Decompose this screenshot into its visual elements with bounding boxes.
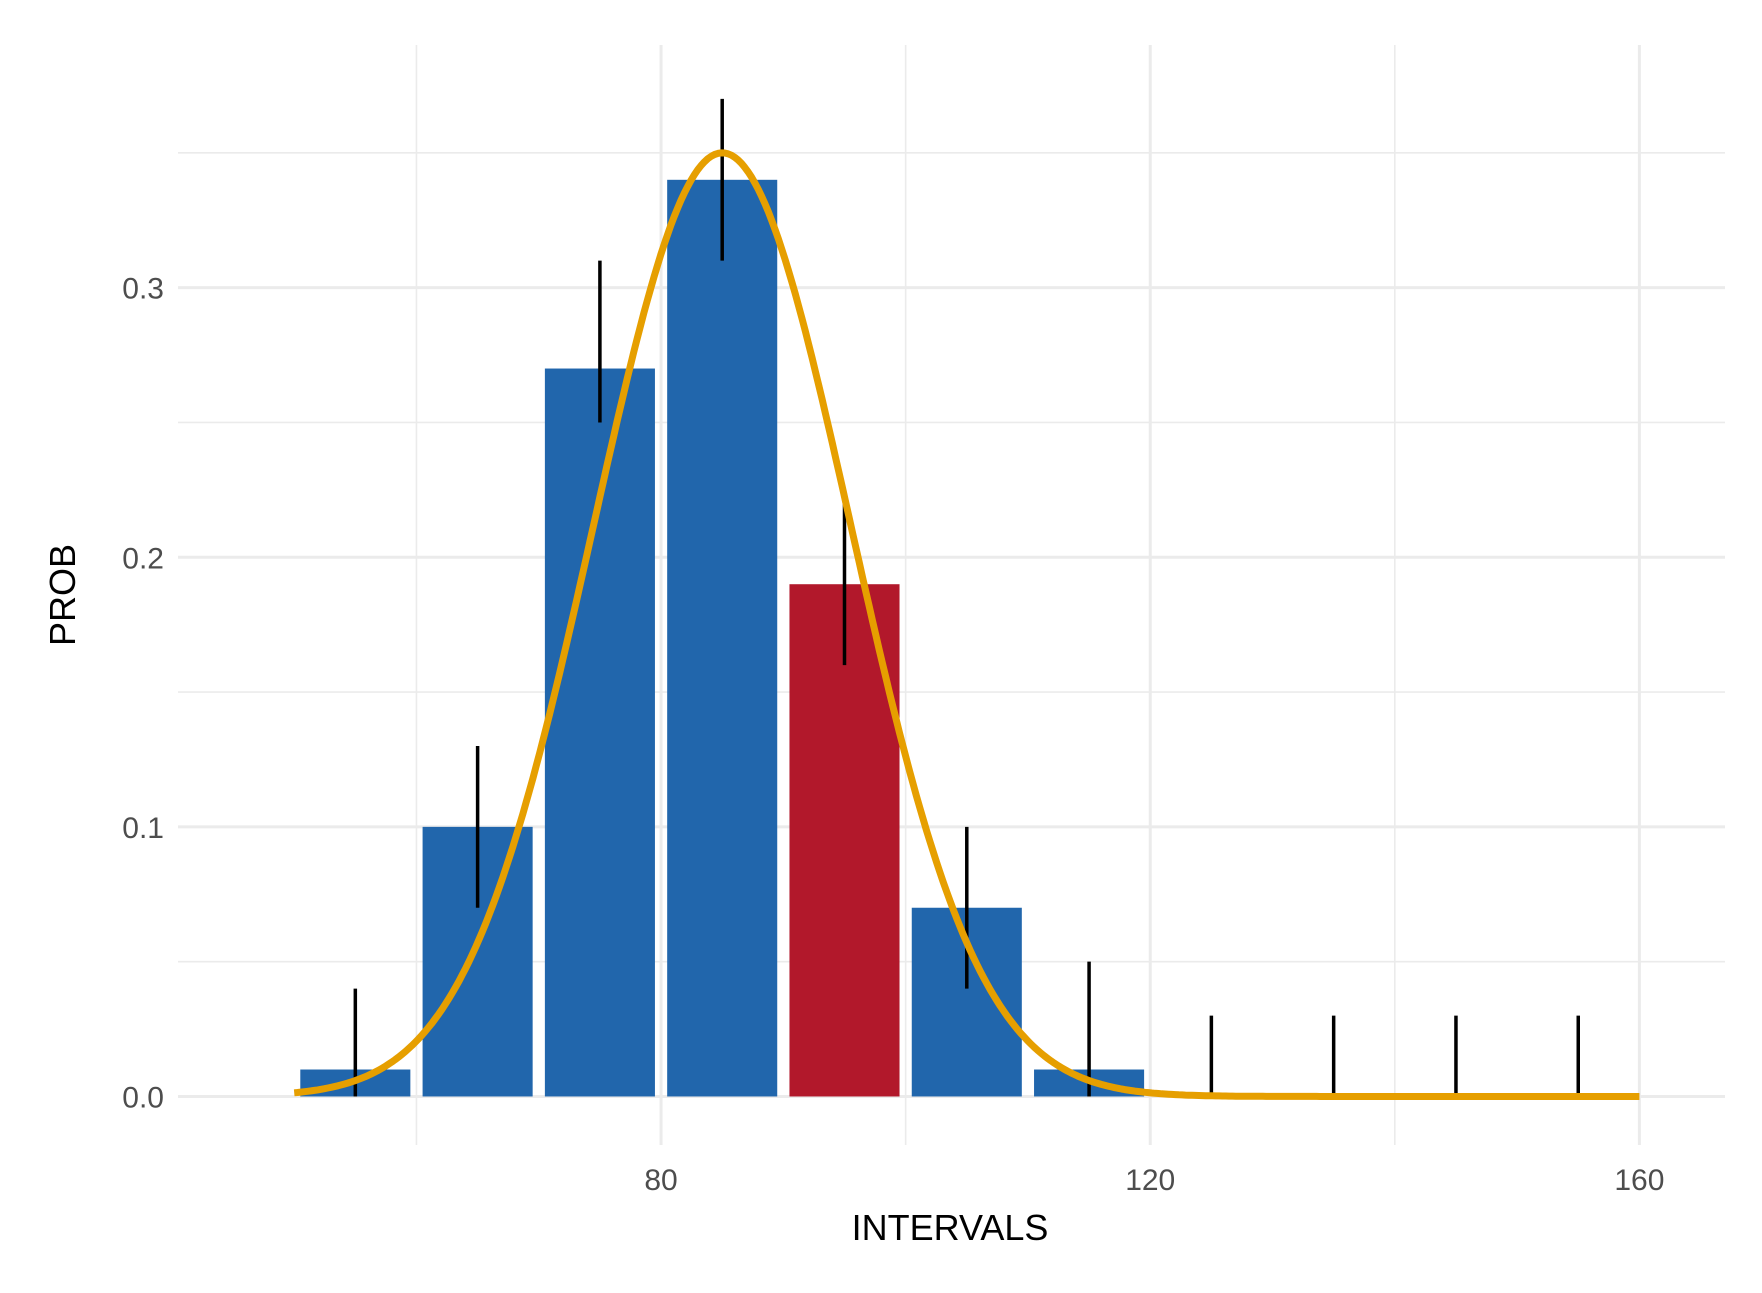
x-tick-labels: 80 120 160 — [644, 1164, 1664, 1197]
x-tick-label: 80 — [644, 1164, 677, 1197]
y-tick-label: 0.2 — [122, 542, 164, 575]
density-curve-layer — [293, 149, 1640, 1100]
y-tick-label: 0.3 — [122, 273, 164, 306]
x-tick-label: 160 — [1614, 1164, 1664, 1197]
y-tick-label: 0.0 — [122, 1081, 164, 1114]
y-axis-title: PROB — [42, 544, 83, 646]
x-tick-label: 120 — [1125, 1164, 1175, 1197]
bar — [667, 179, 778, 1097]
x-axis-title: INTERVALS — [852, 1207, 1049, 1248]
y-tick-labels: 0.0 0.1 0.2 0.3 — [122, 273, 164, 1115]
bars — [300, 179, 1145, 1097]
error-bars — [353, 98, 1580, 1097]
density-curve — [293, 149, 1640, 1100]
bar — [544, 368, 655, 1097]
y-tick-label: 0.1 — [122, 812, 164, 845]
